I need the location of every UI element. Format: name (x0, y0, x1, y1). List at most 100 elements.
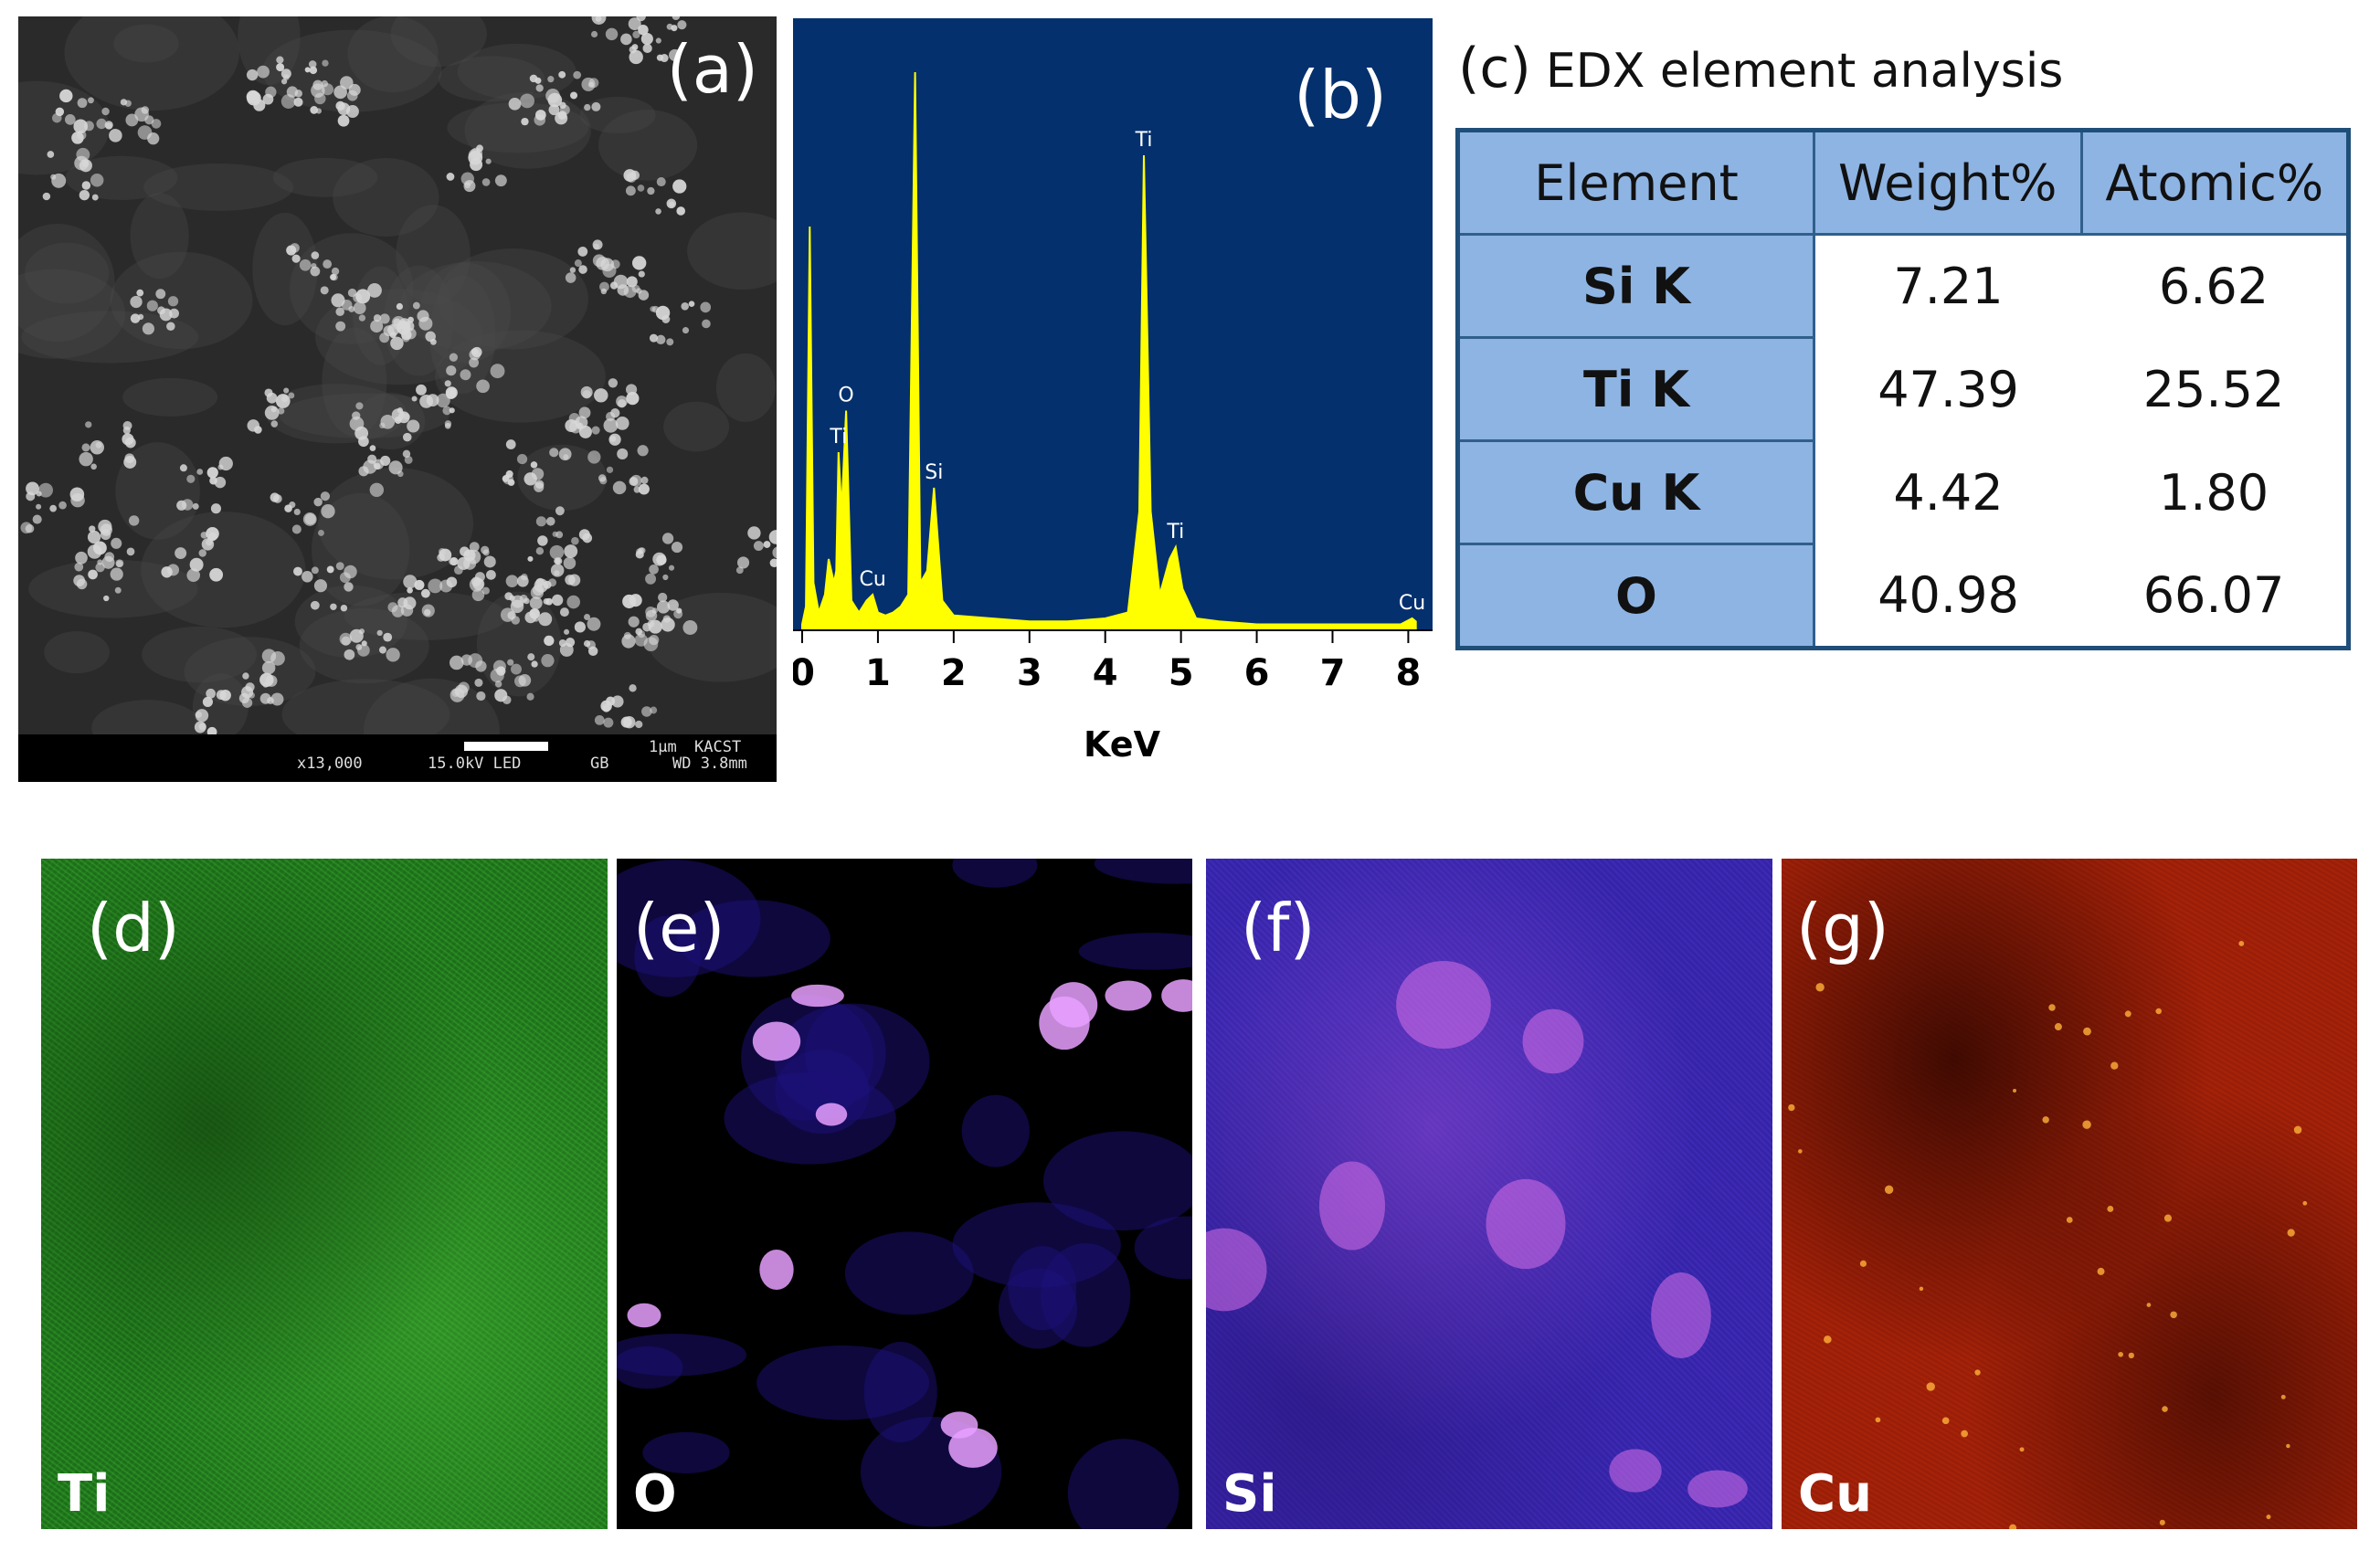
particle (635, 628, 643, 636)
particle (638, 483, 650, 495)
particle (81, 181, 91, 190)
particle (247, 419, 260, 432)
particle (629, 170, 640, 181)
particle (606, 466, 614, 474)
particle (294, 90, 302, 98)
particle (120, 99, 128, 106)
copper-speck (2293, 1125, 2302, 1135)
particle (516, 453, 528, 465)
particle (339, 632, 353, 646)
particle (322, 59, 329, 67)
particle (358, 466, 369, 477)
particle (439, 548, 452, 562)
particle (449, 407, 455, 414)
particle (620, 716, 632, 728)
particle (549, 544, 565, 560)
particle (355, 643, 363, 650)
particle (270, 420, 279, 427)
particle (671, 542, 683, 554)
map-element-label: O (633, 1464, 677, 1524)
particle (320, 491, 331, 501)
peak-label: O (838, 385, 853, 407)
particle (270, 692, 284, 706)
particle (262, 681, 269, 688)
particle (645, 573, 657, 585)
particle (769, 558, 777, 568)
particle (373, 314, 382, 322)
particle (460, 654, 473, 666)
particle (529, 596, 543, 610)
particle (349, 628, 364, 643)
particle (411, 396, 418, 402)
particle (617, 448, 629, 459)
particle (642, 43, 652, 54)
particle (574, 621, 586, 633)
particle (73, 575, 86, 586)
particle (541, 654, 555, 668)
particle (524, 472, 537, 486)
particle (189, 557, 204, 572)
particle (603, 717, 614, 728)
copper-speck (2266, 1515, 2271, 1520)
particle (578, 406, 591, 419)
x-tick-label: 2 (941, 652, 967, 694)
silicon-map-image (1206, 960, 1748, 1508)
element-map-o: (e) O (617, 859, 1192, 1529)
particle (747, 526, 761, 540)
particle (505, 470, 513, 478)
particle (217, 464, 224, 470)
particle (494, 174, 507, 187)
particle (206, 527, 219, 541)
particle (609, 435, 617, 442)
particle (656, 54, 664, 61)
particle (549, 448, 559, 458)
oxygen-hotspot (791, 984, 844, 1008)
particle (632, 256, 647, 270)
particle (122, 427, 131, 435)
particle (330, 603, 337, 611)
particle (313, 497, 323, 507)
particle (288, 392, 295, 399)
particle (537, 535, 548, 546)
particle (95, 562, 105, 573)
particle (669, 201, 675, 207)
particle (36, 491, 42, 497)
particle (404, 456, 413, 464)
particle (571, 536, 579, 545)
particle (311, 251, 320, 259)
x-tick-label: 5 (1169, 652, 1194, 694)
spectrum-trace (801, 71, 1417, 631)
particle (534, 481, 545, 492)
particle (331, 267, 340, 276)
particle (736, 556, 750, 569)
edx-element-table: Element Weight% Atomic% Si K 7.21 6.62 T… (1455, 128, 2351, 650)
cell-element: Si K (1457, 234, 1815, 339)
particle (128, 515, 140, 526)
particle (610, 408, 620, 418)
particle (658, 592, 668, 603)
x-tick-label: 7 (1320, 652, 1346, 694)
particle (558, 639, 566, 648)
particle (527, 653, 535, 661)
particle (545, 89, 560, 103)
copper-speck (2066, 1217, 2073, 1223)
particle (394, 417, 402, 424)
particle (275, 394, 291, 408)
particle (358, 314, 366, 322)
particle (476, 379, 490, 394)
particle (299, 259, 312, 271)
particle (655, 305, 671, 321)
particle (548, 104, 560, 116)
particle (676, 206, 686, 216)
particle (507, 611, 516, 620)
particle (605, 27, 619, 41)
edx-table-panel: (c) EDX element analysis Element Weight%… (1453, 37, 2357, 650)
copper-speck (2019, 1447, 2025, 1452)
particle (198, 549, 206, 557)
particle (331, 273, 338, 281)
panel-label-d: (d) (87, 890, 180, 966)
particle (202, 696, 213, 708)
particle (666, 338, 674, 346)
spectrum-x-axis-label: KeV (1084, 724, 1161, 765)
particle (69, 487, 85, 502)
